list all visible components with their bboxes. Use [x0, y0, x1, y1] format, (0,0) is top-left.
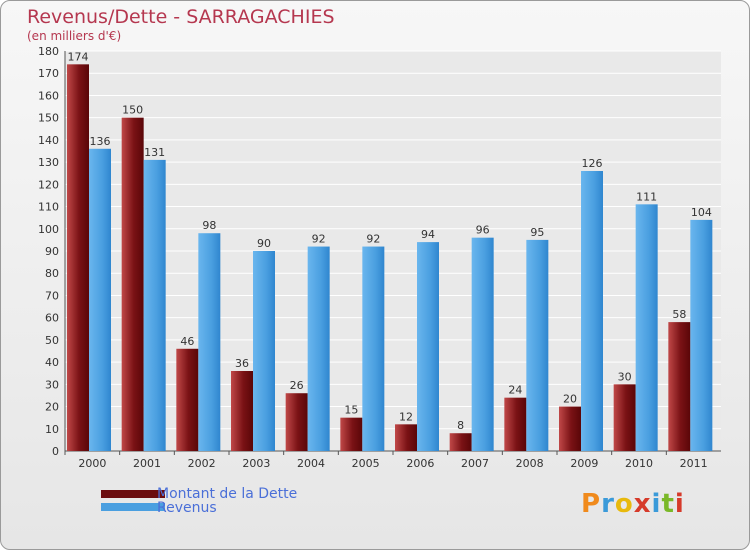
data-label-revenus: 92	[312, 233, 326, 246]
bar-revenus	[89, 148, 111, 451]
y-tick-label: 40	[45, 356, 59, 369]
x-tick-label: 2006	[406, 457, 434, 470]
y-tick-label: 140	[38, 134, 59, 147]
bar-revenus	[690, 219, 713, 451]
bar-dette	[449, 433, 472, 451]
x-tick-label: 2001	[133, 457, 161, 470]
y-tick-label: 0	[52, 445, 59, 458]
bar-dette	[285, 393, 308, 451]
data-label-revenus: 98	[202, 219, 216, 232]
legend-label-dette: Montant de la Dette	[157, 486, 298, 502]
bar-revenus	[471, 237, 494, 451]
data-label-revenus: 136	[90, 135, 111, 148]
data-label-dette: 15	[344, 404, 358, 417]
bar-revenus	[417, 242, 439, 451]
x-tick-label: 2009	[570, 457, 598, 470]
x-tick-label: 2003	[242, 457, 270, 470]
proxiti-logo: Proxiti	[581, 489, 685, 519]
data-label-dette: 26	[290, 379, 304, 392]
data-label-revenus: 111	[636, 190, 657, 203]
x-tick-label: 2000	[78, 457, 106, 470]
y-tick-label: 30	[45, 378, 59, 391]
bar-dette	[668, 322, 691, 451]
bar-revenus	[362, 246, 385, 451]
y-tick-label: 80	[45, 267, 59, 280]
y-tick-label: 150	[38, 112, 59, 125]
bar-revenus	[581, 171, 603, 451]
y-tick-label: 160	[38, 89, 59, 102]
y-tick-label: 130	[38, 156, 59, 169]
y-tick-label: 20	[45, 401, 59, 414]
bar-dette	[613, 384, 636, 451]
y-tick-label: 70	[45, 289, 59, 302]
data-label-revenus: 94	[421, 228, 435, 241]
x-tick-label: 2005	[352, 457, 380, 470]
y-tick-label: 180	[38, 45, 59, 58]
data-label-dette: 46	[180, 335, 194, 348]
bar-revenus	[307, 246, 330, 451]
bar-dette	[559, 406, 581, 451]
x-tick-label: 2011	[680, 457, 708, 470]
x-tick-label: 2004	[297, 457, 325, 470]
bar-dette	[231, 371, 253, 451]
y-tick-label: 170	[38, 67, 59, 80]
bar-dette	[504, 397, 527, 451]
data-label-dette: 36	[235, 357, 249, 370]
data-label-dette: 20	[563, 393, 577, 406]
bar-dette	[176, 348, 199, 451]
data-label-revenus: 92	[366, 233, 380, 246]
chart-subtitle: (en milliers d'€)	[27, 29, 122, 43]
bar-dette	[340, 417, 363, 451]
data-label-revenus: 96	[476, 224, 490, 237]
legend-label-revenus: Revenus	[157, 500, 217, 516]
data-label-revenus: 131	[144, 146, 165, 159]
data-label-revenus: 95	[530, 226, 544, 239]
y-tick-label: 110	[38, 201, 59, 214]
bar-dette	[395, 424, 417, 451]
legend-swatch-revenus	[101, 503, 165, 511]
x-tick-label: 2010	[625, 457, 653, 470]
data-label-dette: 30	[618, 370, 632, 383]
bar-dette	[67, 64, 89, 452]
data-label-revenus: 126	[582, 157, 603, 170]
bar-revenus	[143, 159, 166, 451]
data-label-revenus: 90	[257, 237, 271, 250]
bar-revenus	[526, 239, 549, 451]
data-label-dette: 24	[508, 384, 522, 397]
x-tick-label: 2007	[461, 457, 489, 470]
data-label-revenus: 104	[691, 206, 712, 219]
bar-dette	[121, 117, 144, 452]
y-tick-label: 10	[45, 423, 59, 436]
y-tick-label: 100	[38, 223, 59, 236]
y-tick-label: 60	[45, 312, 59, 325]
y-tick-label: 120	[38, 178, 59, 191]
bar-revenus	[635, 204, 658, 451]
data-label-dette: 8	[457, 419, 464, 432]
data-label-dette: 12	[399, 410, 413, 423]
bar-revenus	[198, 233, 221, 451]
data-label-dette: 58	[672, 308, 686, 321]
legend-swatch-dette	[101, 490, 165, 498]
x-tick-label: 2008	[516, 457, 544, 470]
data-label-dette: 174	[68, 50, 89, 63]
bar-revenus	[253, 251, 275, 451]
data-label-dette: 150	[122, 104, 143, 117]
x-tick-label: 2002	[188, 457, 216, 470]
y-tick-label: 90	[45, 245, 59, 258]
chart-title: Revenus/Dette - SARRAGACHIES	[27, 6, 335, 28]
y-tick-label: 50	[45, 334, 59, 347]
